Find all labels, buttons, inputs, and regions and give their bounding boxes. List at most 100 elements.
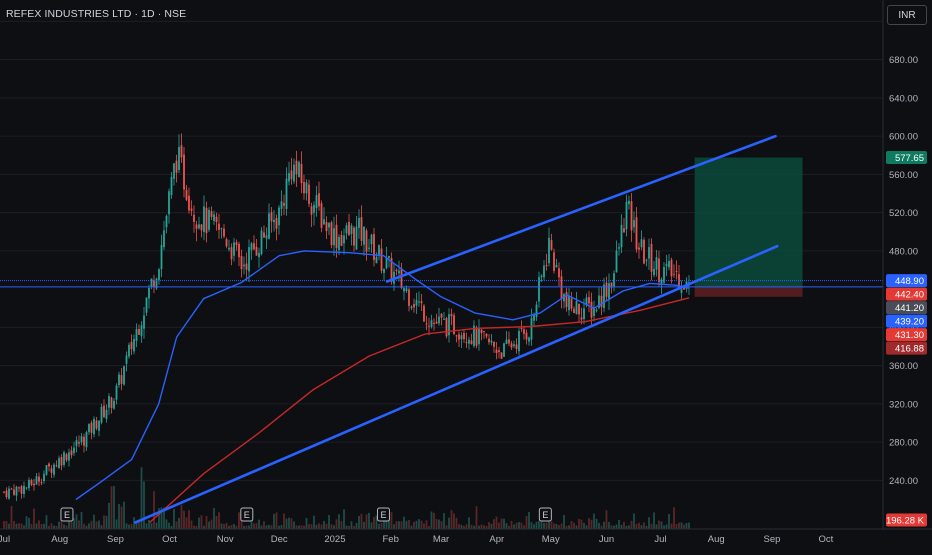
volume-bar (298, 525, 300, 529)
candle-body (75, 440, 78, 446)
volume-bar (445, 525, 448, 529)
volume-bar (630, 520, 633, 529)
candle-body (523, 329, 525, 334)
candle-body (390, 257, 393, 282)
time-tick-label: Feb (382, 534, 398, 545)
earnings-marker-label: E (244, 510, 250, 520)
candle-body (43, 473, 45, 482)
volume-bar (578, 518, 580, 529)
volume-bar (125, 523, 128, 529)
volume-bar (153, 491, 155, 529)
candle-body (508, 339, 510, 344)
time-axis[interactable] (0, 529, 883, 550)
volume-bar (675, 523, 678, 529)
moving-average-long[interactable] (149, 297, 690, 524)
candle-body (225, 239, 228, 247)
candle-body (183, 154, 185, 190)
volume-bar (68, 521, 70, 529)
volume-bar (280, 524, 283, 529)
candle-body (108, 396, 110, 408)
target-zone[interactable] (694, 157, 803, 287)
candle-body (668, 261, 670, 268)
moving-average-short[interactable] (75, 250, 690, 501)
volume-bar (40, 524, 43, 529)
candle-body (423, 305, 425, 322)
volume-bar (528, 512, 530, 529)
candle-body (355, 226, 358, 250)
candle-body (528, 337, 530, 342)
volume-bar (203, 525, 205, 529)
channel-upper-line[interactable] (385, 134, 777, 283)
candle-body (430, 320, 433, 327)
price-tick-label: 280.00 (889, 438, 918, 449)
candle-body (300, 163, 303, 184)
volume-bar (668, 513, 670, 529)
candle-body (200, 224, 203, 231)
candle-body (633, 220, 635, 228)
price-tick-label: 640.00 (889, 93, 918, 104)
volume-bar (493, 519, 495, 529)
stop-zone[interactable] (694, 286, 803, 297)
volume-bar (450, 510, 453, 529)
candle-body (33, 483, 35, 486)
channel-lower-line[interactable] (133, 244, 779, 524)
candle-body (673, 273, 675, 275)
price-label: 577.65 (886, 151, 927, 165)
candle-body (80, 436, 83, 443)
candle-body (645, 259, 648, 261)
volume-bar (595, 518, 598, 529)
volume-bar (568, 525, 570, 529)
price-label-text: 448.90 (895, 276, 924, 287)
candle-body (340, 234, 343, 246)
candle-body (588, 297, 590, 304)
volume-bar (358, 516, 360, 529)
earnings-marker-box (60, 507, 74, 522)
volume-bar (618, 519, 620, 529)
volume-bar (198, 517, 200, 529)
volume-bar (453, 513, 455, 529)
candle-body (525, 332, 528, 340)
candle-body (65, 454, 68, 461)
volume-bar (93, 514, 95, 529)
earnings-marker[interactable]: E (240, 507, 254, 522)
volume-bar (473, 525, 475, 529)
volume-bar (113, 486, 115, 529)
volume-bar (515, 522, 518, 529)
currency-button[interactable]: INR (887, 5, 927, 25)
volume-bar (633, 513, 635, 529)
candle-body (380, 248, 383, 271)
candle-body (600, 295, 603, 308)
candle-body (233, 242, 235, 256)
volume-bar (260, 525, 263, 529)
candle-body (155, 278, 158, 289)
volume-bar (553, 523, 555, 529)
candle-body (268, 213, 270, 239)
earnings-marker[interactable]: E (538, 507, 552, 522)
volume-bar (205, 516, 208, 529)
earnings-marker[interactable]: E (376, 507, 390, 522)
candles (3, 133, 690, 502)
candle-body (415, 300, 418, 306)
candle-body (638, 247, 640, 250)
earnings-marker[interactable]: E (60, 507, 74, 522)
time-tick-label: Apr (489, 534, 504, 545)
volume-bar (55, 525, 58, 529)
volume-bar (333, 525, 335, 529)
candle-body (3, 491, 5, 493)
volume-bar (118, 503, 120, 529)
volume-bar (23, 525, 25, 529)
volume-bar (518, 522, 520, 529)
candle-body (190, 208, 193, 211)
volume-bar (223, 524, 225, 529)
price-label-text: 577.65 (895, 153, 924, 164)
volume-bar (133, 517, 135, 529)
candle-body (95, 420, 98, 429)
volume-bar (103, 515, 105, 529)
volume-bar (615, 524, 618, 529)
candle-body (140, 325, 143, 337)
volume-bar (468, 517, 470, 529)
price-label: 431.30 (886, 328, 927, 342)
volume-bar (475, 506, 478, 529)
